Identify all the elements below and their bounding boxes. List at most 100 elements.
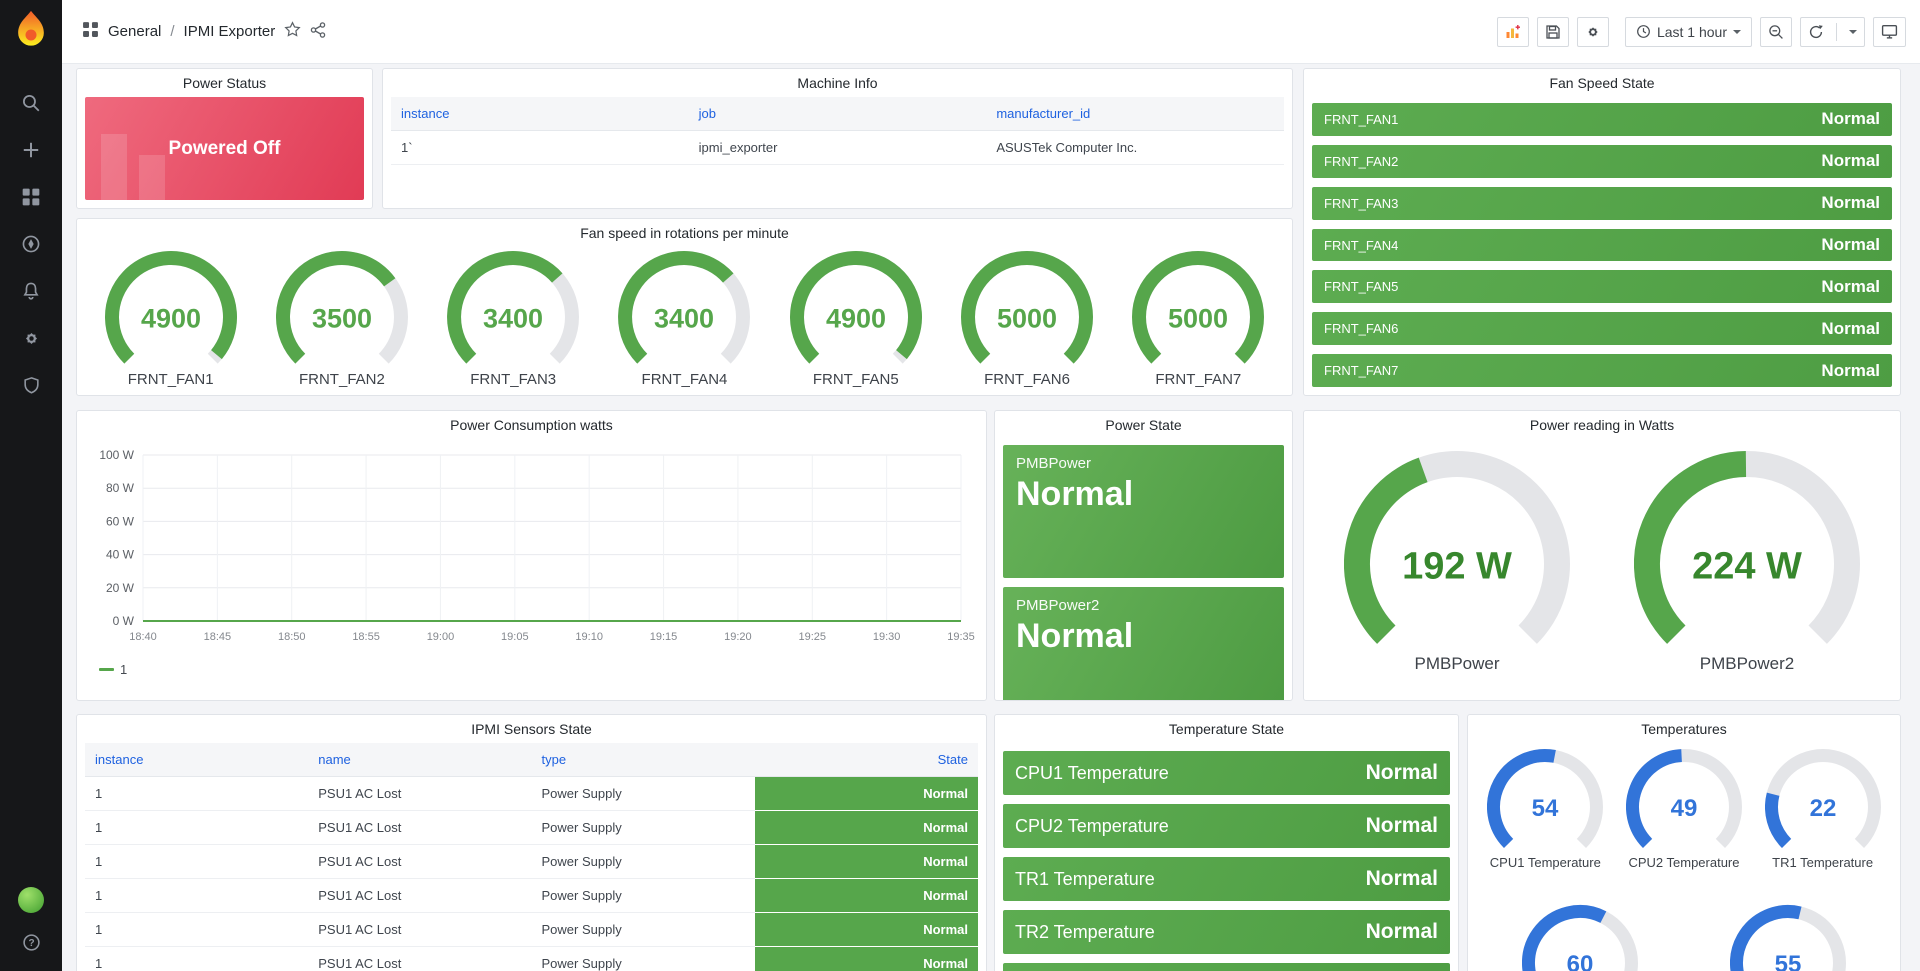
panel-title-power-status[interactable]: Power Status — [182, 75, 267, 91]
dashboards-icon[interactable] — [20, 186, 42, 208]
panel-title-temperature-state[interactable]: Temperature State — [1168, 721, 1285, 737]
column-header-job[interactable]: job — [688, 97, 987, 131]
gauge-arc: 49 — [1625, 749, 1742, 849]
gauge: 55 — [1726, 903, 1851, 971]
breadcrumb-page-title[interactable]: IPMI Exporter — [183, 23, 276, 40]
column-header-name[interactable]: name — [308, 743, 532, 777]
dashboard-toolbar: Last 1 hour — [1496, 16, 1906, 47]
clock-icon — [1637, 25, 1650, 38]
panel-title-machine-info[interactable]: Machine Info — [797, 75, 878, 91]
table-cell: PSU1 AC Lost — [308, 810, 532, 845]
gauge-value: 4900 — [826, 303, 886, 333]
panel-title-power-reading[interactable]: Power reading in Watts — [1529, 417, 1675, 433]
panel-title-power-state[interactable]: Power State — [1105, 417, 1182, 433]
column-header-instance[interactable]: instance — [85, 743, 309, 777]
gear-icon — [1588, 26, 1598, 37]
panel-title-fan-speed-state[interactable]: Fan Speed State — [1549, 75, 1655, 91]
table-cell: PSU1 AC Lost — [308, 878, 532, 913]
grafana-logo[interactable] — [0, 0, 62, 62]
create-plus-icon[interactable] — [20, 139, 42, 161]
state-row: FRNT_FAN4 Normal — [1312, 228, 1892, 262]
time-range-label: Last 1 hour — [1656, 23, 1727, 40]
column-header-type[interactable]: type — [531, 743, 755, 777]
alerting-bell-icon[interactable] — [20, 280, 42, 302]
save-dashboard-button[interactable] — [1536, 16, 1569, 47]
state-row: FRNT_FAN2 Normal — [1312, 144, 1892, 178]
gauge-label: FRNT_FAN2 — [298, 371, 385, 388]
state-row-label: TR1 Temperature — [1015, 868, 1155, 889]
gauge-label: FRNT_FAN1 — [127, 371, 214, 388]
gauge: 5000 FRNT_FAN7 — [1113, 249, 1284, 388]
table-row: 1 PSU1 AC Lost Power Supply Normal — [85, 844, 978, 879]
table-cell: Power Supply — [531, 878, 755, 913]
table-cell: 1 — [85, 810, 309, 845]
state-row-label: CPU2 Temperature — [1015, 815, 1169, 836]
svg-text:19:20: 19:20 — [724, 631, 752, 643]
table-cell: Power Supply — [531, 912, 755, 947]
gauge-arc: 224 W — [1634, 451, 1860, 644]
help-icon[interactable]: ? — [20, 931, 42, 953]
gauge: 4900 FRNT_FAN5 — [770, 249, 941, 388]
column-header-state[interactable]: State — [754, 743, 978, 777]
time-range-picker[interactable]: Last 1 hour — [1624, 16, 1752, 47]
panel-title-ipmi-sensors[interactable]: IPMI Sensors State — [471, 721, 592, 737]
column-header-instance[interactable]: instance — [391, 97, 689, 131]
breadcrumb-section[interactable]: General — [108, 23, 162, 40]
gauge-value: 60 — [1567, 951, 1594, 971]
gauge: 54 CPU1 Temperature — [1483, 747, 1608, 895]
star-icon[interactable] — [284, 21, 301, 42]
state-cell: Normal — [754, 810, 978, 845]
grafana-flame-icon — [18, 10, 44, 46]
state-row-value: Normal — [1821, 276, 1880, 296]
gauge: 49 CPU2 Temperature — [1622, 747, 1747, 895]
power-reading-gauges: 192 W PMBPower 224 W PMBPower2 — [1304, 439, 1900, 700]
table-cell: 1 — [85, 912, 309, 947]
gauge: 224 W PMBPower2 — [1602, 449, 1892, 674]
configuration-gear-icon[interactable] — [20, 327, 42, 349]
column-header-manufacturer-id[interactable]: manufacturer_id — [986, 97, 1284, 131]
gauge-label: FRNT_FAN7 — [1155, 371, 1242, 388]
gauge-arc: 3400 — [618, 251, 751, 364]
gauge-label: CPU1 Temperature — [1489, 855, 1601, 870]
gauge-label: PMBPower — [1414, 654, 1500, 673]
gauge-value: 3400 — [654, 303, 714, 333]
table-cell: PSU1 AC Lost — [308, 776, 532, 811]
gauge-label: FRNT_FAN5 — [812, 371, 899, 388]
panel-title-fan-rpm[interactable]: Fan speed in rotations per minute — [580, 225, 789, 241]
gauge-arc: 192 W — [1344, 451, 1570, 644]
panel-power-consumption: Power Consumption watts 100 W 80 W 60 W 40 … — [76, 410, 987, 701]
time-series-plot[interactable]: 100 W 80 W 60 W 40 W 20 W 0 W 18:40 18:45 18:50 1… — [85, 443, 978, 655]
svg-text:40 W: 40 W — [106, 548, 135, 562]
tv-monitor-icon — [1881, 24, 1898, 39]
table-cell: Power Supply — [531, 810, 755, 845]
panel-title-temperatures[interactable]: Temperatures — [1641, 721, 1727, 737]
share-icon[interactable] — [310, 21, 326, 42]
state-row-label: FRNT_FAN2 — [1324, 153, 1399, 169]
explore-compass-icon[interactable] — [20, 233, 42, 255]
user-avatar-icon[interactable] — [18, 887, 44, 913]
dashboard-settings-button[interactable] — [1576, 16, 1609, 47]
panel-fan-rpm: Fan speed in rotations per minute 4900 FR… — [76, 218, 1293, 396]
add-panel-button[interactable] — [1496, 16, 1529, 47]
gauge-arc: 3400 — [447, 251, 580, 364]
server-admin-shield-icon[interactable] — [20, 374, 42, 396]
state-row-value: Normal — [1821, 109, 1880, 129]
stat-tile: PMBPower2 Normal — [1003, 587, 1284, 700]
state-row-label: CPU1 Temperature — [1015, 762, 1169, 783]
ipmi-sensors-table: instance name type State 1 PSU1 AC Lost Power … — [85, 743, 978, 971]
gauge-value: 224 W — [1692, 545, 1802, 587]
cycle-view-button[interactable] — [1873, 16, 1906, 47]
panel-title-power-consumption[interactable]: Power Consumption watts — [450, 417, 613, 433]
gauge-label: FRNT_FAN4 — [641, 371, 728, 388]
gauge-value: 5000 — [1168, 303, 1228, 333]
svg-text:19:30: 19:30 — [873, 631, 901, 643]
chart-legend-item[interactable]: 1 — [99, 662, 978, 677]
search-icon[interactable] — [20, 92, 42, 114]
chevron-down-icon — [1733, 29, 1741, 34]
zoom-out-button[interactable] — [1760, 16, 1792, 47]
state-cell: Normal — [754, 776, 978, 811]
svg-text:18:55: 18:55 — [352, 631, 380, 643]
refresh-button[interactable] — [1800, 16, 1865, 47]
sparkline-bar — [139, 154, 165, 200]
table-cell: Power Supply — [531, 844, 755, 879]
